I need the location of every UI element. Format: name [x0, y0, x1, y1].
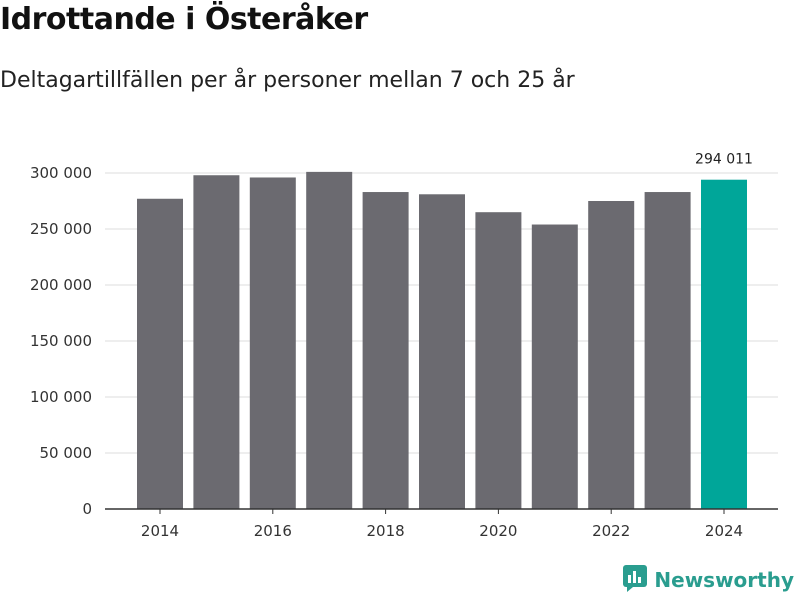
bar-2023: [644, 192, 691, 510]
x-tick-label: 2016: [254, 522, 292, 540]
x-tick-label: 2018: [367, 522, 405, 540]
y-tick-label: 150 000: [30, 332, 92, 350]
data-label: 294 011: [695, 152, 753, 168]
chart-subtitle: Deltagartillfällen per år personer mella…: [0, 68, 575, 93]
y-tick-label: 250 000: [30, 220, 92, 238]
data-labels: 294 011: [695, 152, 753, 168]
brand-name: Newsworthy: [654, 568, 794, 592]
y-tick-label: 300 000: [30, 164, 92, 182]
bar-2015: [193, 175, 240, 510]
bar-2016: [249, 177, 296, 510]
brand[interactable]: Newsworthy: [622, 564, 794, 596]
x-axis-tick-labels: 2014 2016 2018 2020 2022 2024: [141, 509, 743, 540]
bars: [137, 171, 747, 510]
bar-2017: [306, 171, 353, 509]
bar-2022: [588, 201, 635, 509]
y-axis-tick-labels: 0 50 000 100 000 150 000 200 000 250 000 300 0…: [30, 164, 92, 518]
bar-2021: [531, 224, 578, 509]
bar-2024: [701, 179, 747, 509]
bar-2014: [137, 198, 183, 509]
chart-title: Idrottande i Österåker: [0, 2, 368, 37]
y-tick-label: 200 000: [30, 276, 92, 294]
y-tick-label: 0: [82, 500, 92, 518]
bar-2019: [419, 194, 465, 509]
x-tick-label: 2022: [592, 522, 630, 540]
newsworthy-logo-icon: [622, 564, 648, 596]
x-tick-label: 2024: [705, 522, 743, 540]
x-tick-label: 2014: [141, 522, 179, 540]
x-tick-label: 2020: [479, 522, 517, 540]
y-tick-label: 100 000: [30, 388, 92, 406]
bar-2020: [475, 212, 522, 509]
y-tick-label: 50 000: [40, 444, 93, 462]
bar-2018: [362, 192, 409, 510]
